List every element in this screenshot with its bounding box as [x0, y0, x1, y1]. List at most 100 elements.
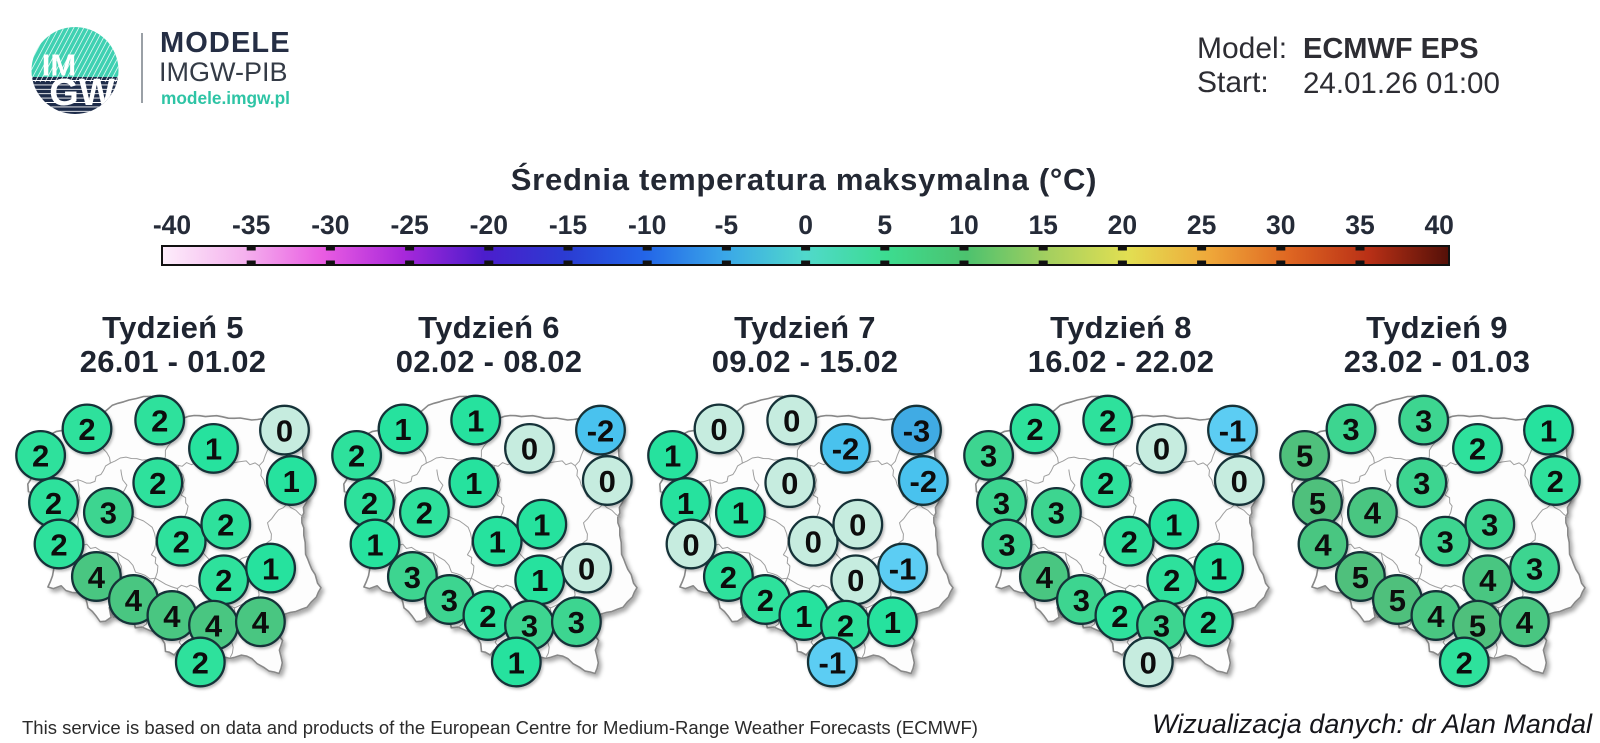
svg-text:0: 0: [1153, 432, 1170, 467]
svg-text:2: 2: [757, 583, 774, 618]
svg-text:1: 1: [1210, 551, 1227, 586]
svg-text:0: 0: [847, 563, 864, 598]
svg-text:2: 2: [32, 439, 49, 474]
svg-text:4: 4: [88, 560, 106, 595]
svg-text:2: 2: [1456, 645, 1473, 680]
svg-text:2: 2: [720, 560, 737, 595]
svg-text:0: 0: [578, 551, 595, 586]
svg-text:2: 2: [1469, 432, 1486, 467]
svg-text:0: 0: [1140, 645, 1157, 680]
svg-text:4: 4: [1516, 605, 1534, 640]
svg-text:4: 4: [1036, 560, 1054, 595]
svg-text:1: 1: [795, 599, 812, 634]
svg-text:0: 0: [1231, 464, 1248, 499]
svg-text:3: 3: [1437, 525, 1454, 560]
svg-text:1: 1: [664, 439, 681, 474]
svg-text:1: 1: [531, 563, 548, 598]
svg-text:3: 3: [568, 605, 585, 640]
svg-text:0: 0: [805, 525, 822, 560]
svg-text:3: 3: [1342, 412, 1359, 447]
svg-text:2: 2: [151, 403, 168, 438]
svg-text:1: 1: [533, 508, 550, 543]
svg-text:5: 5: [1296, 439, 1313, 474]
svg-text:1: 1: [508, 645, 525, 680]
svg-text:0: 0: [710, 412, 727, 447]
svg-text:2: 2: [348, 439, 365, 474]
svg-text:-2: -2: [587, 413, 615, 448]
svg-text:2: 2: [361, 486, 378, 521]
svg-text:2: 2: [192, 645, 209, 680]
svg-text:2: 2: [45, 486, 62, 521]
svg-text:1: 1: [677, 486, 694, 521]
svg-text:2: 2: [1026, 412, 1043, 447]
svg-text:0: 0: [682, 527, 699, 562]
svg-text:1: 1: [366, 527, 383, 562]
svg-text:1: 1: [732, 496, 749, 531]
svg-text:3: 3: [1415, 403, 1432, 438]
svg-text:4: 4: [1364, 496, 1382, 531]
svg-text:0: 0: [521, 432, 538, 467]
svg-text:5: 5: [1469, 609, 1486, 644]
svg-text:1: 1: [283, 464, 300, 499]
svg-text:0: 0: [781, 466, 798, 501]
svg-text:0: 0: [276, 413, 293, 448]
svg-text:1: 1: [1165, 508, 1182, 543]
svg-text:2: 2: [479, 599, 496, 634]
svg-text:-1: -1: [819, 645, 847, 680]
svg-text:5: 5: [1389, 583, 1406, 618]
svg-text:2: 2: [1099, 403, 1116, 438]
svg-text:2: 2: [1547, 464, 1564, 499]
svg-text:3: 3: [404, 560, 421, 595]
svg-text:2: 2: [1097, 466, 1114, 501]
svg-text:2: 2: [217, 508, 234, 543]
svg-text:3: 3: [1526, 551, 1543, 586]
svg-text:-1: -1: [889, 551, 917, 586]
svg-text:0: 0: [783, 403, 800, 438]
svg-text:4: 4: [125, 583, 143, 618]
svg-text:2: 2: [1121, 525, 1138, 560]
svg-text:-1: -1: [1219, 413, 1247, 448]
svg-text:3: 3: [1413, 466, 1430, 501]
svg-text:1: 1: [465, 466, 482, 501]
svg-text:-2: -2: [910, 464, 938, 499]
svg-text:-2: -2: [832, 432, 860, 467]
svg-text:IM: IM: [42, 48, 76, 83]
svg-text:2: 2: [1111, 599, 1128, 634]
svg-text:2: 2: [215, 563, 232, 598]
svg-text:3: 3: [1073, 583, 1090, 618]
svg-text:5: 5: [1309, 486, 1326, 521]
svg-text:2: 2: [149, 466, 166, 501]
svg-text:1: 1: [262, 551, 279, 586]
svg-text:4: 4: [252, 605, 270, 640]
svg-text:2: 2: [416, 496, 433, 531]
svg-text:4: 4: [1427, 599, 1445, 634]
svg-text:3: 3: [521, 609, 538, 644]
svg-text:3: 3: [1481, 508, 1498, 543]
svg-text:2: 2: [173, 525, 190, 560]
svg-text:4: 4: [1314, 527, 1332, 562]
svg-text:2: 2: [837, 609, 854, 644]
svg-text:1: 1: [1540, 413, 1557, 448]
svg-text:1: 1: [394, 412, 411, 447]
svg-text:0: 0: [849, 508, 866, 543]
svg-text:2: 2: [78, 412, 95, 447]
svg-text:3: 3: [1048, 496, 1065, 531]
svg-text:2: 2: [1163, 563, 1180, 598]
svg-text:3: 3: [980, 439, 997, 474]
svg-text:0: 0: [599, 464, 616, 499]
svg-text:1: 1: [489, 525, 506, 560]
svg-text:5: 5: [1352, 560, 1369, 595]
svg-text:-3: -3: [903, 413, 931, 448]
svg-text:3: 3: [100, 496, 117, 531]
svg-text:3: 3: [998, 527, 1015, 562]
svg-text:4: 4: [163, 599, 181, 634]
svg-text:1: 1: [205, 432, 222, 467]
svg-text:4: 4: [205, 609, 223, 644]
svg-text:1: 1: [884, 605, 901, 640]
svg-text:2: 2: [1200, 605, 1217, 640]
svg-text:3: 3: [1153, 609, 1170, 644]
svg-text:1: 1: [467, 403, 484, 438]
svg-text:3: 3: [993, 486, 1010, 521]
svg-text:2: 2: [50, 527, 67, 562]
svg-text:4: 4: [1479, 563, 1497, 598]
